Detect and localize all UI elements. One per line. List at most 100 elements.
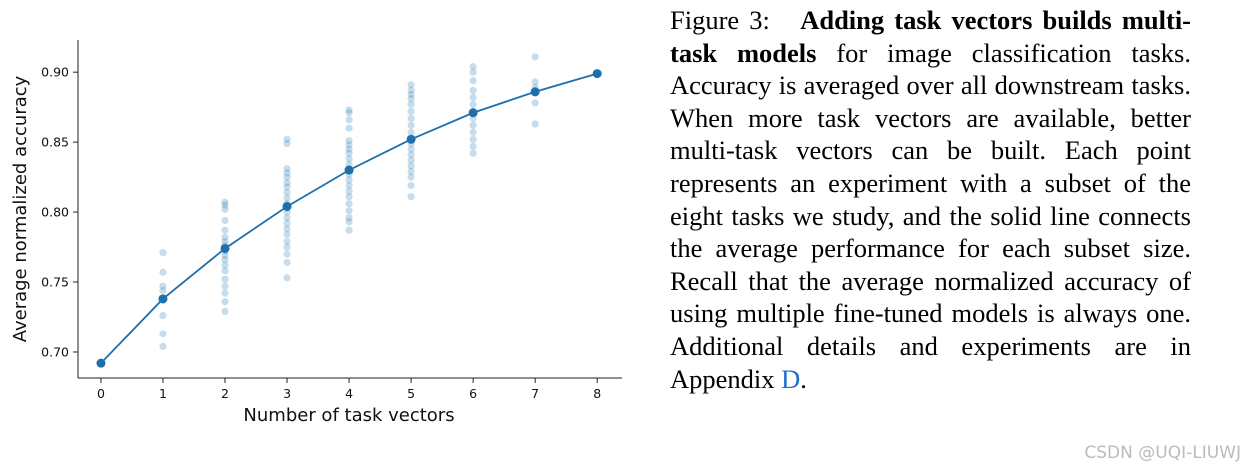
scatter-point xyxy=(407,81,415,89)
scatter-point xyxy=(407,151,415,159)
scatter-point xyxy=(531,120,539,128)
scatter-point xyxy=(159,330,167,338)
x-tick-label: 2 xyxy=(221,386,229,401)
scatter-point xyxy=(221,256,229,264)
scatter-point xyxy=(345,116,353,124)
x-tick-label: 8 xyxy=(593,386,601,401)
scatter-point xyxy=(283,173,291,181)
scatter-point xyxy=(345,145,353,153)
scatter-point xyxy=(283,237,291,246)
x-tick-label: 3 xyxy=(283,386,291,401)
scatter-point xyxy=(283,169,291,177)
scatter-point xyxy=(221,298,229,306)
scatter-point xyxy=(221,307,229,316)
scatter-point xyxy=(221,261,229,269)
scatter-point xyxy=(221,251,229,260)
y-tick-label: 0.80 xyxy=(41,205,69,220)
scatter-point xyxy=(345,207,353,215)
mean-point xyxy=(220,243,230,253)
scatter-point xyxy=(283,194,291,202)
scatter-point xyxy=(283,188,291,197)
scatter-point xyxy=(407,114,415,122)
scatter-point xyxy=(345,141,353,149)
scatter-point xyxy=(345,218,353,226)
scatter-point xyxy=(283,139,291,148)
scatter-point xyxy=(469,62,477,71)
x-tick-label: 7 xyxy=(531,386,539,401)
scatter-point xyxy=(407,128,415,136)
scatter-point xyxy=(469,149,477,157)
scatter-point xyxy=(345,109,353,117)
scatter-point xyxy=(345,181,353,190)
scatter-point xyxy=(469,93,477,101)
scatter-point xyxy=(221,237,229,246)
mean-point xyxy=(96,358,106,368)
scatter-point xyxy=(407,145,415,153)
scatter-point xyxy=(283,225,291,233)
scatter-point xyxy=(159,312,167,320)
chart: Number of task vectors Average normalize… xyxy=(10,40,622,426)
scatter-point xyxy=(345,149,353,157)
scatter-point xyxy=(531,53,539,61)
watermark: CSDN @UQI-LIUWJ xyxy=(1084,443,1241,463)
scatter-point xyxy=(221,201,229,209)
y-tick-label: 0.75 xyxy=(41,275,69,290)
scatter-point xyxy=(283,230,291,239)
scatter-point xyxy=(407,173,415,181)
mean-point xyxy=(468,108,478,118)
scatter-point xyxy=(283,214,291,222)
scatter-point xyxy=(469,100,477,108)
appendix-link[interactable]: D xyxy=(781,363,801,394)
scatter-point xyxy=(159,342,167,350)
mean-point xyxy=(592,69,602,79)
caption-end: . xyxy=(800,363,807,394)
x-tick-label: 1 xyxy=(159,386,167,401)
scatter-point xyxy=(283,135,291,143)
scatter-point xyxy=(345,155,353,163)
mean-point xyxy=(530,87,540,97)
scatter-point xyxy=(283,219,291,227)
scatter-point xyxy=(221,233,229,241)
scatter-point xyxy=(469,86,477,94)
scatter-point xyxy=(345,106,353,114)
scatter-point xyxy=(407,121,415,129)
scatter-point xyxy=(407,90,415,99)
scatter-point xyxy=(469,128,477,136)
mean-point xyxy=(158,294,168,304)
caption: Figure 3: Adding task vectors builds mul… xyxy=(670,4,1191,395)
scatter-point xyxy=(283,165,291,173)
mean-point xyxy=(344,165,354,175)
scatter-point xyxy=(407,107,415,115)
scatter-point xyxy=(407,156,415,164)
caption-text: for image classification tasks. Accuracy… xyxy=(670,37,1191,394)
scatter-point xyxy=(469,68,477,76)
scatter-point xyxy=(531,78,539,86)
y-axis-label: Average normalized accuracy xyxy=(10,75,31,342)
mean-point xyxy=(282,201,292,211)
scatter-point xyxy=(345,187,353,195)
scatter-point xyxy=(407,86,415,94)
scatter-point xyxy=(345,214,353,222)
scatter-point xyxy=(283,179,291,187)
scatter-point xyxy=(283,183,291,191)
scatter-point xyxy=(221,267,229,275)
scatter-point xyxy=(221,289,229,297)
scatter-point xyxy=(221,216,229,225)
y-tick-label: 0.90 xyxy=(41,65,69,80)
scatter-point xyxy=(345,124,353,132)
scatter-point xyxy=(345,137,353,145)
scatter-point xyxy=(159,282,167,290)
scatter-point xyxy=(221,205,229,213)
mean-point xyxy=(406,134,416,144)
x-tick-label: 0 xyxy=(97,386,105,401)
scatter-point xyxy=(407,162,415,170)
scatter-point xyxy=(407,181,415,190)
scatter-point xyxy=(407,193,415,201)
scatter-point xyxy=(469,135,477,143)
scatter-point xyxy=(159,286,167,295)
scatter-point xyxy=(221,198,229,206)
y-tick-label: 0.85 xyxy=(41,135,69,150)
scatter-point xyxy=(407,95,415,103)
scatter-point xyxy=(345,200,353,208)
